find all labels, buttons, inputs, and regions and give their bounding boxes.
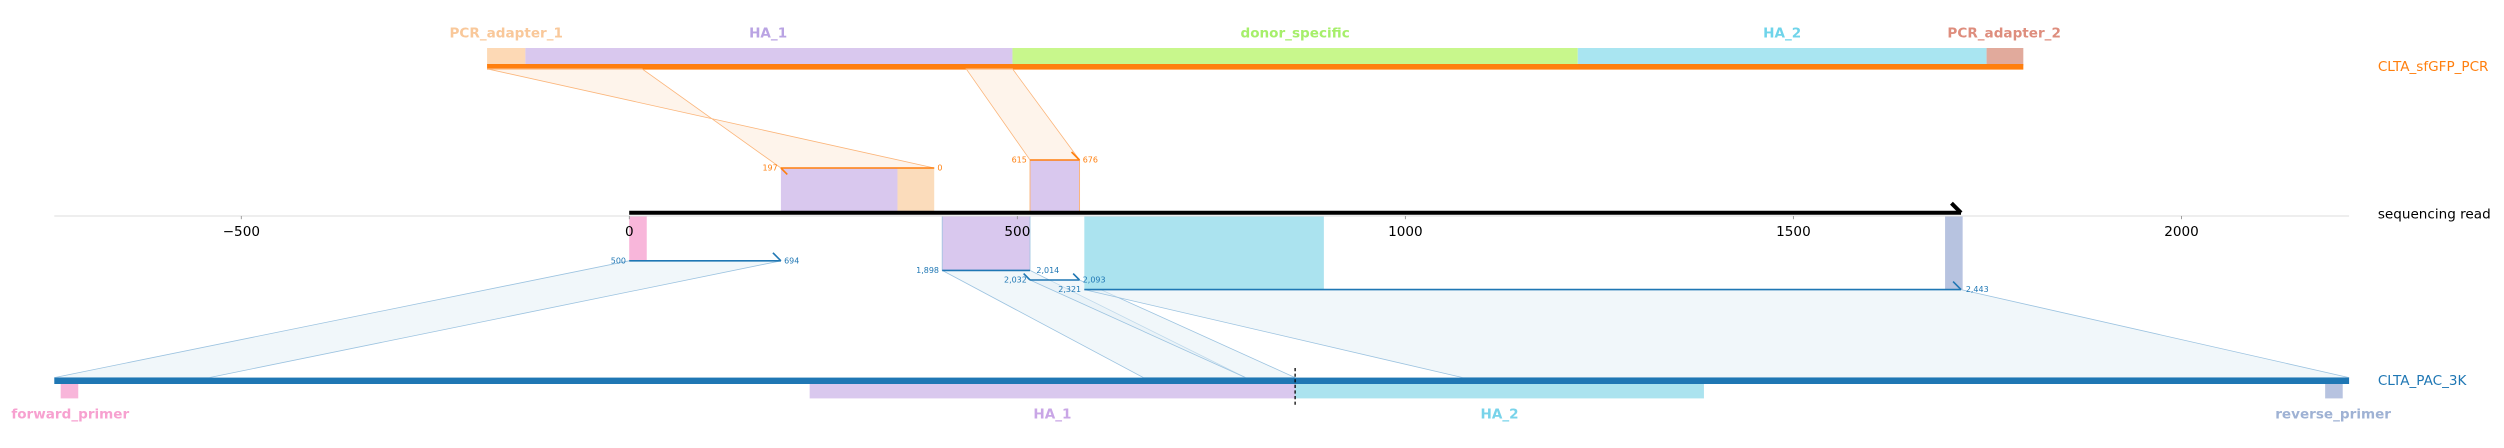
alignment-start: 500 [611,256,626,265]
alignment-band [965,68,1081,161]
feature-block [1986,48,2024,66]
feature-block [1295,384,1704,399]
feature-label: HA_1 [1033,406,1071,422]
alignment-start: 2,321 [1058,285,1081,294]
alignment-hook [1070,151,1081,161]
axis-tick-label: 500 [1004,224,1030,240]
alignment-hook [772,252,782,262]
reference-name: CLTA_sfGFP_PCR [2378,59,2489,75]
reference-name: CLTA_PAC_3K [2378,373,2468,389]
shapes [54,48,2350,405]
feature-block [780,168,898,213]
feature-block [897,168,935,213]
feature-block [629,216,647,261]
feature-block [1029,159,1081,214]
reference-bar [487,64,2024,70]
feature-label: forward_primer [11,406,129,422]
feature-label: PCR_adapter_1 [450,26,563,42]
alignment-end: 2,093 [1083,275,1106,284]
feature-block [1084,216,1324,290]
alignment-hook [1023,273,1081,281]
feature-label: HA_1 [749,26,787,42]
feature-label: reverse_primer [2275,406,2391,422]
feature-label: donor_specific [1240,26,1349,42]
feature-block [1577,48,1987,66]
alignment-end: 2,014 [1036,266,1059,275]
alignment-start: 615 [1012,155,1027,164]
alignment-end: 2,443 [1966,285,1989,294]
alignment-end: 676 [1083,155,1098,164]
feature-block [809,384,1296,399]
feature-label: HA_2 [1763,26,1801,42]
axis-tick-label: 1500 [1776,224,1811,240]
feature-label: PCR_adapter_2 [1947,26,2060,42]
alignment-band [486,68,935,169]
feature-block [1945,216,1963,290]
alignment-start: 1,898 [916,266,939,275]
axis-tick-label: 1000 [1388,224,1423,240]
feature-block [487,48,526,66]
alignment-end: 0 [937,163,942,172]
read-name: sequencing read [2378,206,2491,222]
feature-block [60,384,79,399]
alignment-hook [780,167,788,175]
feature-block [1012,48,1578,66]
axis-tick-label: 2000 [2164,224,2199,240]
alignment-end: 694 [784,256,799,265]
axis-tick-label: −500 [223,224,260,240]
alignment-start: 2,032 [1004,275,1027,284]
alignment-band [1084,289,2350,378]
alignment-band [54,260,781,378]
alignment-hook [1952,281,1962,291]
reference-bar [54,377,2350,384]
feature-block [941,215,1031,271]
feature-block [525,48,1013,66]
feature-block [2325,384,2343,399]
alignment-start: 197 [762,163,777,172]
axis-tick-label: 0 [625,224,634,240]
read-hook [1950,201,1963,215]
feature-label: HA_2 [1480,406,1518,422]
